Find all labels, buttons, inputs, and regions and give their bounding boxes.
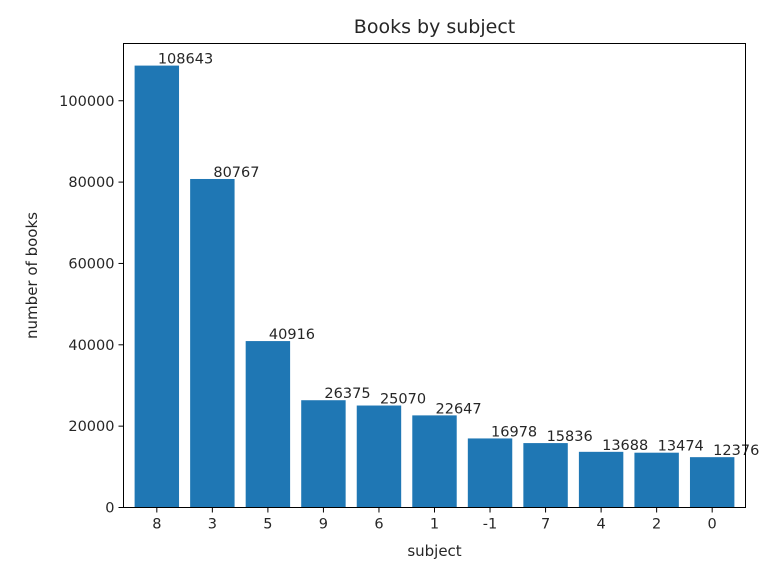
y-axis-label: number of books: [23, 212, 41, 339]
data-label-4: 13688: [602, 438, 648, 454]
y-tick-label-80000: 80000: [68, 175, 114, 191]
x-tick-label-8: 8: [152, 517, 161, 533]
x-tick-label--1: -1: [483, 517, 497, 533]
x-axis: 8 3 5 9 6 1 -1 7 4 2 0: [152, 507, 717, 533]
bar-4: [578, 451, 624, 508]
data-label-2: 13474: [658, 439, 704, 455]
x-tick-label-3: 3: [208, 517, 217, 533]
x-tick-label-7: 7: [541, 517, 550, 533]
y-tick-label-60000: 60000: [68, 256, 114, 272]
bar-5: [245, 341, 291, 508]
data-label-6: 25070: [380, 392, 426, 408]
x-tick-label-2: 2: [652, 517, 661, 533]
data-label-1: 22647: [436, 401, 482, 417]
data-label--1: 16978: [491, 424, 537, 440]
data-label-5: 40916: [269, 327, 315, 343]
y-tick-label-20000: 20000: [68, 419, 114, 435]
x-tick-label-9: 9: [319, 517, 328, 533]
y-axis: 0 20000 40000 60000 80000 100000: [59, 94, 124, 517]
data-labels-group: 108643 80767 40916 26375 25070 22647 16978 1583…: [158, 52, 759, 460]
data-label-9: 26375: [324, 386, 370, 402]
y-tick-label-0: 0: [105, 501, 114, 517]
y-tick-label-100000: 100000: [59, 94, 114, 110]
data-label-8: 108643: [158, 52, 213, 68]
bar-3: [190, 178, 235, 508]
x-tick-label-0: 0: [708, 517, 717, 533]
bars-group: [134, 65, 735, 508]
x-tick-label-5: 5: [263, 517, 272, 533]
chart-title: Books by subject: [354, 16, 515, 38]
y-tick-label-40000: 40000: [68, 338, 114, 354]
bar-9: [301, 400, 346, 508]
data-label-3: 80767: [213, 165, 259, 181]
bar-1: [412, 415, 457, 508]
bar-2: [634, 452, 679, 508]
data-label-7: 15836: [547, 429, 593, 445]
bar--1: [467, 438, 513, 508]
x-tick-label-6: 6: [374, 517, 383, 533]
x-tick-label-1: 1: [430, 517, 439, 533]
bar-7: [523, 443, 568, 508]
x-axis-label: subject: [407, 542, 461, 560]
data-label-0: 12376: [713, 443, 759, 459]
x-tick-label-4: 4: [596, 517, 605, 533]
bar-6: [356, 405, 402, 508]
bar-8: [134, 65, 180, 508]
bar-0: [689, 457, 735, 508]
